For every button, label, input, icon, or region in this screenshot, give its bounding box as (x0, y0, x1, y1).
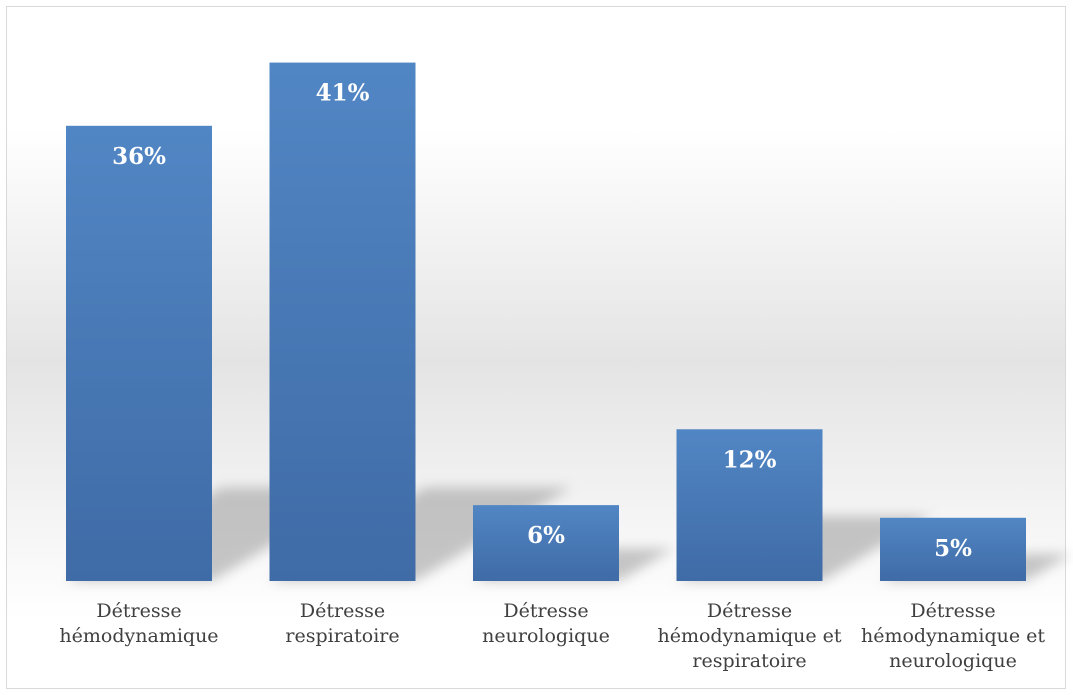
category-label-line: hémodynamique et (861, 625, 1045, 647)
category-label-line: hémodynamique et (657, 625, 841, 647)
bar (66, 125, 212, 582)
category-label-line: Détresse (300, 600, 385, 622)
data-label: 36% (112, 143, 166, 170)
category-label-line: neurologique (889, 650, 1017, 672)
data-label: 12% (723, 446, 777, 473)
category-label-line: hémodynamique (59, 625, 218, 647)
bar (880, 517, 1026, 581)
category-label: Détresse hémodynamique (59, 600, 218, 647)
data-label: 6% (527, 522, 565, 549)
category-label: Détresse neurologique (482, 600, 610, 647)
category-label: Détresse hémodynamique et neurologique (861, 600, 1045, 672)
bar (473, 505, 619, 581)
category-label-line: Détresse (503, 600, 588, 622)
category-label-line: Détresse (96, 600, 181, 622)
category-label: Détresse respiratoire (285, 600, 399, 647)
bar (676, 429, 823, 581)
data-label: 5% (934, 535, 972, 562)
category-label-line: Détresse (707, 600, 792, 622)
category-label-line: respiratoire (285, 625, 399, 647)
data-label: 41% (316, 80, 370, 107)
category-label: Détresse hémodynamique et respiratoire (657, 600, 841, 672)
category-label-line: neurologique (482, 625, 610, 647)
bar (269, 62, 416, 582)
category-label-line: Détresse (910, 600, 995, 622)
category-label-line: respiratoire (692, 650, 806, 672)
